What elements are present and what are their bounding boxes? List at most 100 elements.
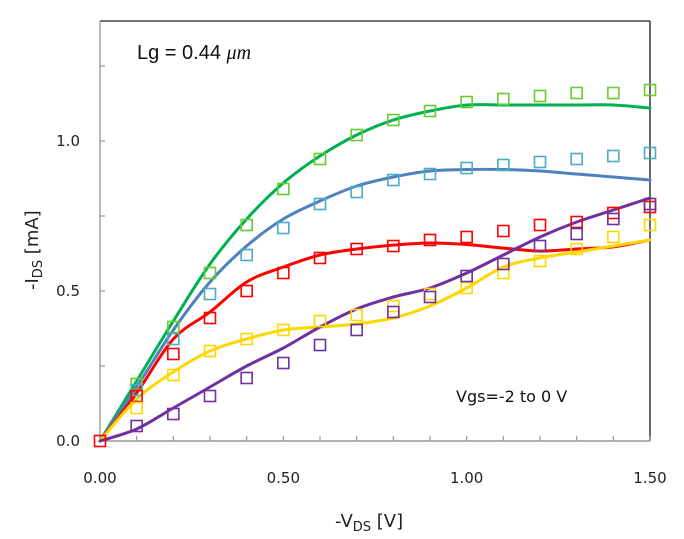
measured-point — [607, 230, 620, 244]
measured-point — [167, 368, 180, 382]
measured-point — [423, 104, 437, 118]
x-tick-label: 1.50 — [633, 469, 666, 487]
simulated-line-2 — [98, 167, 652, 443]
measured-point — [533, 239, 547, 253]
y-tick-label: 0.5 — [56, 282, 80, 300]
measured-point — [240, 284, 253, 298]
measured-point — [277, 323, 290, 337]
measured-point — [643, 83, 657, 97]
y-axis-title-main: -I — [22, 278, 43, 290]
y-tick-label: 1.0 — [56, 132, 80, 150]
measured-point — [533, 254, 547, 268]
measured-point — [350, 242, 363, 256]
x-axis-tick-labels: 0.00 0.50 1.00 1.50 — [83, 469, 666, 487]
measured-point — [203, 389, 217, 403]
plot-frame — [99, 20, 651, 442]
simulated-line-4 — [98, 238, 652, 443]
measured-point — [643, 218, 657, 232]
y-axis-ticks — [100, 65, 105, 367]
measured-point — [130, 401, 143, 415]
measured-point — [350, 323, 363, 337]
x-axis-title-main: -V — [335, 511, 353, 532]
y-axis-title-unit: [mA] — [22, 210, 43, 260]
measured-point — [607, 86, 620, 100]
x-tick-label: 1.00 — [450, 469, 483, 487]
x-axis-ticks — [136, 436, 651, 441]
simulated-line-3 — [98, 238, 652, 443]
measured-point — [203, 311, 217, 325]
measured-point — [313, 152, 327, 166]
measured-point — [387, 239, 400, 253]
measured-point — [533, 218, 547, 232]
measured-point — [350, 185, 363, 199]
measured-point — [93, 434, 107, 448]
measured-point — [277, 221, 290, 235]
measured-point — [277, 182, 290, 196]
x-axis-title: -VDS [V] — [335, 511, 403, 535]
x-axis-title-subscript: DS — [353, 520, 371, 535]
measured-point — [570, 242, 583, 256]
gate-length-text: Lg = 0.44 — [137, 42, 227, 64]
measured-point — [203, 344, 217, 358]
measured-point — [203, 287, 217, 301]
measured-point — [313, 251, 327, 265]
measured-point — [423, 233, 437, 247]
measured-point — [570, 215, 583, 229]
measured-point — [423, 167, 437, 181]
measured-point — [497, 158, 510, 172]
measured-point — [387, 305, 400, 319]
y-axis-title-subscript: DS — [31, 260, 46, 278]
measured-point — [533, 155, 547, 169]
measured-point — [497, 224, 510, 238]
measured-point — [533, 89, 547, 103]
simulated-line-5 — [98, 196, 652, 443]
measured-point — [423, 290, 437, 304]
measured-markers — [93, 83, 657, 448]
measured-point — [570, 227, 583, 241]
measured-point — [497, 257, 510, 271]
measured-point — [497, 92, 510, 106]
measured-point — [203, 266, 217, 280]
measured-point — [130, 419, 143, 433]
measured-point — [167, 320, 180, 334]
measured-point — [277, 266, 290, 280]
measured-point — [240, 371, 253, 385]
measured-point — [570, 86, 583, 100]
gate-length-unit: μm — [226, 42, 251, 64]
x-tick-label: 0.00 — [83, 469, 116, 487]
measured-point — [387, 173, 400, 187]
measured-point — [460, 269, 473, 283]
y-axis-tick-labels: 0.0 0.5 1.0 — [56, 132, 80, 450]
measured-point — [167, 407, 180, 421]
gate-length-annotation: Lg = 0.44 μm — [137, 42, 251, 64]
x-tick-label: 0.50 — [267, 469, 300, 487]
measured-point — [460, 230, 473, 244]
measured-point — [313, 338, 327, 352]
measured-point — [130, 389, 143, 403]
measured-point — [497, 266, 510, 280]
measured-point — [277, 356, 290, 370]
y-tick-label: 0.0 — [56, 432, 80, 450]
measured-point — [313, 314, 327, 328]
measured-point — [460, 281, 473, 295]
y-axis-title: -IDS [mA] — [22, 210, 46, 290]
measured-point — [313, 197, 327, 211]
measured-point — [460, 161, 473, 175]
measured-point — [240, 332, 253, 346]
measured-point — [643, 197, 657, 211]
measured-point — [240, 218, 253, 232]
measured-point — [350, 128, 363, 142]
measured-point — [460, 95, 473, 109]
measured-point — [167, 347, 180, 361]
simulated-lines — [98, 103, 652, 443]
measured-point — [350, 308, 363, 322]
measured-point — [607, 149, 620, 163]
measured-point — [570, 152, 583, 166]
x-axis-title-unit: [V] — [371, 511, 403, 532]
simulated-line-1 — [98, 103, 652, 443]
measured-point — [240, 248, 253, 262]
measured-point — [387, 113, 400, 127]
measured-point — [167, 332, 180, 346]
